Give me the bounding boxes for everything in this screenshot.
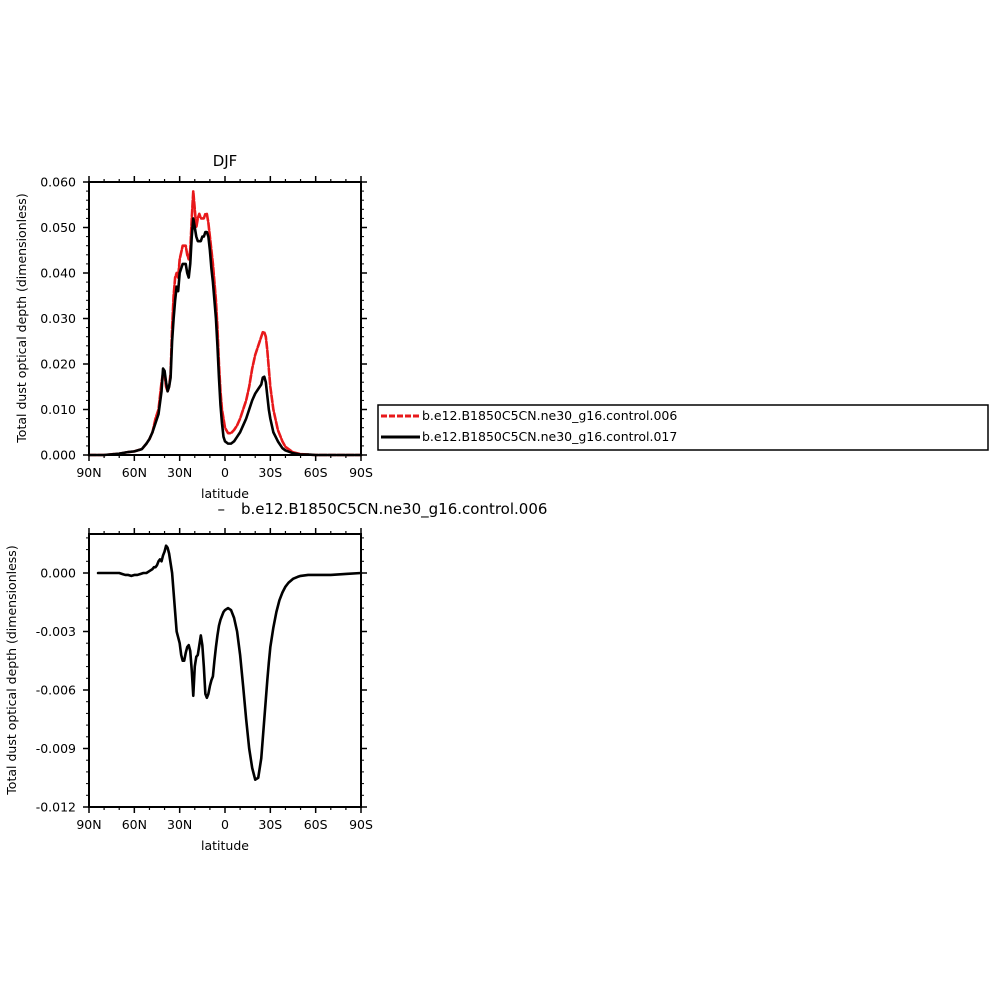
bottom-chart-y-tick-label: 0.000 [40, 566, 76, 581]
bottom-chart-x-tick-label: 30S [258, 817, 282, 832]
top-chart-y-tick-label: 0.020 [40, 357, 76, 372]
top-chart-y-tick-labels: 0.000 0.010 0.020 0.030 0.040 0.050 0.060 [40, 175, 76, 463]
bottom-chart-ticks [83, 528, 367, 813]
top-chart-x-tick-label: 60N [122, 465, 147, 480]
legend-label-series-006: b.e12.B1850C5CN.ne30_g16.control.006 [422, 408, 677, 423]
bottom-chart-series-line-0 [96, 544, 363, 781]
bottom-chart-x-tick-label: 0 [221, 817, 229, 832]
bottom-chart-x-tick-label: 90N [76, 817, 101, 832]
top-chart-x-tick-label: 0 [221, 465, 229, 480]
bottom-chart-x-tick-label: 60N [122, 817, 147, 832]
top-chart-x-tick-label: 90S [349, 465, 373, 480]
top-chart-x-axis-title: latitude [201, 486, 249, 501]
top-chart-y-tick-label: 0.060 [40, 175, 76, 190]
top-chart-x-tick-labels: 90N 60N 30N 0 30S 60S 90S [76, 465, 373, 480]
top-chart-x-tick-label: 90N [76, 465, 101, 480]
difference-title-prefix: – [218, 500, 226, 518]
legend-box [377, 404, 989, 451]
top-chart-x-tick-label: 30S [258, 465, 282, 480]
difference-title-text: b.e12.B1850C5CN.ne30_g16.control.006 [241, 500, 547, 519]
bottom-chart-y-tick-label: -0.012 [36, 800, 76, 815]
top-chart-y-tick-label: 0.030 [40, 311, 76, 326]
top-chart-plot-area [87, 189, 363, 457]
top-chart-series-line-0 [87, 189, 363, 457]
bottom-chart-y-tick-label: -0.006 [36, 683, 76, 698]
bottom-chart-x-tick-label: 30N [167, 817, 192, 832]
bottom-chart-y-tick-label: -0.009 [36, 741, 76, 756]
top-chart-title: DJF [213, 152, 238, 170]
legend-label-series-017: b.e12.B1850C5CN.ne30_g16.control.017 [422, 429, 677, 444]
top-chart-frame [88, 181, 362, 456]
top-chart-ticks [83, 176, 367, 461]
top-chart-y-axis-title: Total dust optical depth (dimensionless) [14, 193, 29, 443]
top-chart-x-tick-label: 30N [167, 465, 192, 480]
bottom-chart-x-tick-labels: 90N 60N 30N 0 30S 60S 90S [76, 817, 373, 832]
bottom-chart-y-tick-label: -0.003 [36, 624, 76, 639]
top-chart-series-line-1 [87, 217, 363, 457]
chart-legend: b.e12.B1850C5CN.ne30_g16.control.006 b.e… [377, 404, 989, 451]
top-chart-y-tick-label: 0.010 [40, 402, 76, 417]
top-chart-y-tick-label: 0.050 [40, 220, 76, 235]
bottom-chart-y-tick-labels: 0.000 -0.003 -0.006 -0.009 -0.012 [36, 566, 76, 815]
top-chart-y-tick-label: 0.040 [40, 266, 76, 281]
top-chart-x-tick-label: 60S [304, 465, 328, 480]
bottom-chart-x-axis-title: latitude [201, 838, 249, 853]
bottom-chart-y-axis-title: Total dust optical depth (dimensionless) [4, 545, 19, 795]
top-chart-panel: DJF 90N 60N 30N 0 30S 60S 90S 0.0000.0100.0200… [14, 152, 373, 501]
bottom-chart-plot-area [96, 544, 363, 781]
top-chart-y-tick-label: 0.000 [40, 448, 76, 463]
bottom-chart-x-tick-label: 90S [349, 817, 373, 832]
bottom-chart-x-tick-label: 60S [304, 817, 328, 832]
bottom-chart-panel: 90N 60N 30N 0 30S 60S 90S 0.000 -0.003 -0.006 -0.… [4, 528, 373, 853]
difference-chart-title: – b.e12.B1850C5CN.ne30_g16.control.006 [218, 500, 548, 519]
